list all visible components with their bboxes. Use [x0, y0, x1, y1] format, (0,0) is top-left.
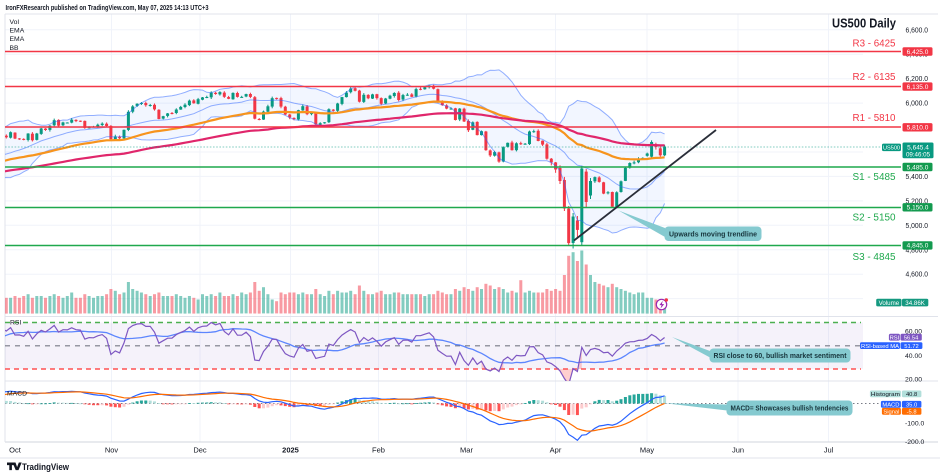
svg-text:5,200.0: 5,200.0	[906, 198, 929, 205]
svg-text:6,135.0: 6,135.0	[907, 84, 929, 91]
svg-text:RSI-based MA: RSI-based MA	[861, 344, 899, 350]
svg-text:35.0: 35.0	[906, 403, 917, 409]
svg-text:-100.0: -100.0	[905, 420, 924, 427]
svg-text:Jun: Jun	[732, 446, 744, 455]
svg-text:Jul: Jul	[824, 446, 834, 455]
svg-text:EMA: EMA	[10, 36, 25, 43]
svg-text:5,000.0: 5,000.0	[906, 223, 929, 230]
svg-text:Mar: Mar	[460, 446, 473, 455]
svg-text:-5.8: -5.8	[907, 410, 917, 416]
svg-text:Oct: Oct	[9, 446, 22, 455]
svg-text:BB: BB	[10, 45, 20, 52]
svg-text:51.72: 51.72	[904, 344, 919, 350]
svg-text:R2 - 6135: R2 - 6135	[853, 72, 896, 83]
svg-text:R3 - 6425: R3 - 6425	[853, 39, 896, 50]
svg-text:US500: US500	[883, 146, 900, 152]
svg-text:MACD= Showcases bullish tenden: MACD= Showcases bullish tendencies	[731, 404, 849, 413]
svg-text:Feb: Feb	[372, 446, 385, 455]
svg-text:20.00: 20.00	[905, 377, 922, 384]
svg-text:5,150.0: 5,150.0	[907, 205, 929, 212]
svg-text:IronFXResearch published on Tr: IronFXResearch published on TradingView.…	[6, 3, 209, 12]
svg-text:6,425.0: 6,425.0	[907, 49, 929, 56]
svg-text:May: May	[640, 446, 654, 455]
svg-text:4,800.0: 4,800.0	[906, 247, 929, 254]
svg-text:Histogram: Histogram	[871, 392, 900, 398]
svg-text:MACD: MACD	[7, 390, 27, 397]
svg-text:60.00: 60.00	[905, 328, 922, 335]
svg-text:Dec: Dec	[193, 446, 207, 455]
svg-text:34.86K: 34.86K	[905, 300, 925, 307]
svg-text:-200.0: -200.0	[905, 439, 924, 446]
svg-text:S2 - 5150: S2 - 5150	[853, 212, 896, 223]
svg-text:56.54: 56.54	[904, 336, 919, 342]
svg-text:5,810.0: 5,810.0	[907, 125, 929, 132]
svg-text:4,600.0: 4,600.0	[906, 272, 929, 279]
svg-text:40.00: 40.00	[905, 353, 922, 360]
svg-text:EMA: EMA	[10, 28, 25, 35]
svg-text:Volume: Volume	[879, 300, 900, 307]
svg-text:S3 - 4845: S3 - 4845	[853, 252, 896, 263]
svg-text:RSI close to 60, bullish marke: RSI close to 60, bullish market sentimen…	[714, 351, 847, 360]
svg-text:S1 - 5485: S1 - 5485	[853, 172, 896, 183]
svg-text:2025: 2025	[282, 446, 299, 455]
svg-text:5,485.0: 5,485.0	[907, 164, 929, 171]
svg-text:R1 - 5810: R1 - 5810	[853, 113, 896, 124]
svg-text:TradingView: TradingView	[22, 462, 70, 472]
svg-text:Signal: Signal	[883, 410, 899, 416]
svg-text:Upwards moving trendline: Upwards moving trendline	[669, 229, 757, 238]
svg-text:4,845.0: 4,845.0	[907, 243, 929, 250]
svg-text:RSI: RSI	[890, 336, 900, 342]
svg-text:Nov: Nov	[105, 446, 119, 455]
svg-text:Vol: Vol	[10, 19, 20, 26]
svg-text:6,000.0: 6,000.0	[906, 101, 929, 108]
svg-text:40.8: 40.8	[906, 392, 917, 398]
svg-text:5,645.4: 5,645.4	[907, 144, 929, 151]
svg-text:US500 Daily: US500 Daily	[832, 15, 897, 30]
svg-text:6,600.0: 6,600.0	[906, 27, 929, 34]
svg-text:5,400.0: 5,400.0	[906, 174, 929, 181]
svg-text:Apr: Apr	[550, 446, 562, 455]
svg-text:RSI: RSI	[10, 320, 21, 327]
svg-text:6,200.0: 6,200.0	[906, 76, 929, 83]
svg-text:09:46:05: 09:46:05	[906, 152, 931, 159]
svg-text:MACD: MACD	[882, 403, 899, 409]
